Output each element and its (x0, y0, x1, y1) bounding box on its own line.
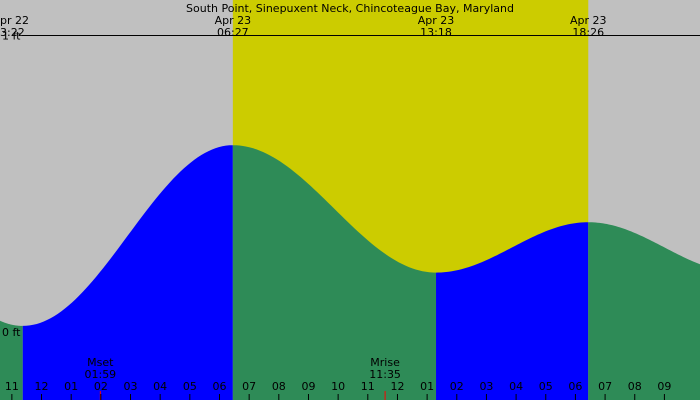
hour-tick-label: 11 (5, 380, 19, 393)
falling-tide-area (588, 222, 700, 400)
hour-tick-label: 01 (64, 380, 78, 393)
extreme-date-label: Apr 23 (215, 14, 252, 27)
hour-tick-label: 12 (35, 380, 49, 393)
chart-title: South Point, Sinepuxent Neck, Chincoteag… (186, 2, 514, 15)
hour-tick-label: 01 (420, 380, 434, 393)
hour-tick-label: 05 (183, 380, 197, 393)
extreme-time-label: 3:22 (0, 26, 25, 39)
hour-tick-label: 11 (361, 380, 375, 393)
hour-tick-label: 08 (628, 380, 642, 393)
hour-axis: 11 12 01 02 03 04 05 06 07 08 09 10 11 12 01 02 03 04 05 06… (5, 380, 671, 400)
moon-event-time: 01:59 (84, 368, 116, 381)
hour-tick-label: 07 (598, 380, 612, 393)
hour-tick-label: 12 (390, 380, 404, 393)
extreme-date-label: Apr 23 (570, 14, 607, 27)
hour-tick-label: 09 (657, 380, 671, 393)
hour-tick-label: 09 (301, 380, 315, 393)
hour-tick-label: 03 (479, 380, 493, 393)
hour-tick-label: 06 (568, 380, 582, 393)
tide-areas (0, 145, 700, 400)
hour-tick-label: 03 (124, 380, 138, 393)
zero-foot-label: 0 ft (2, 326, 21, 339)
rising-tide-area (22, 145, 233, 400)
hour-tick-label: 06 (212, 380, 226, 393)
extreme-date-label: pr 22 (0, 14, 29, 27)
hour-tick-label: 08 (272, 380, 286, 393)
hour-tick-label: 05 (539, 380, 553, 393)
hour-tick-label: 02 (450, 380, 464, 393)
hour-tick-label: 10 (331, 380, 345, 393)
falling-tide-area (0, 320, 23, 400)
extreme-date-label: Apr 23 (418, 14, 455, 27)
hour-tick-label: 04 (509, 380, 523, 393)
extreme-time-label: 18:26 (572, 26, 604, 39)
rising-tide-area (436, 222, 589, 400)
extreme-time-label: 13:18 (420, 26, 452, 39)
moon-event-time: 11:35 (369, 368, 401, 381)
moon-event-label: Mrise (370, 356, 400, 369)
extreme-time-label: 06:27 (217, 26, 249, 39)
one-foot-label: 1 ft (2, 30, 21, 43)
hour-tick-label: 07 (242, 380, 256, 393)
hour-tick-label: 02 (94, 380, 108, 393)
falling-tide-area (232, 145, 437, 400)
moon-event-label: Mset (87, 356, 114, 369)
hour-tick-label: 04 (153, 380, 167, 393)
